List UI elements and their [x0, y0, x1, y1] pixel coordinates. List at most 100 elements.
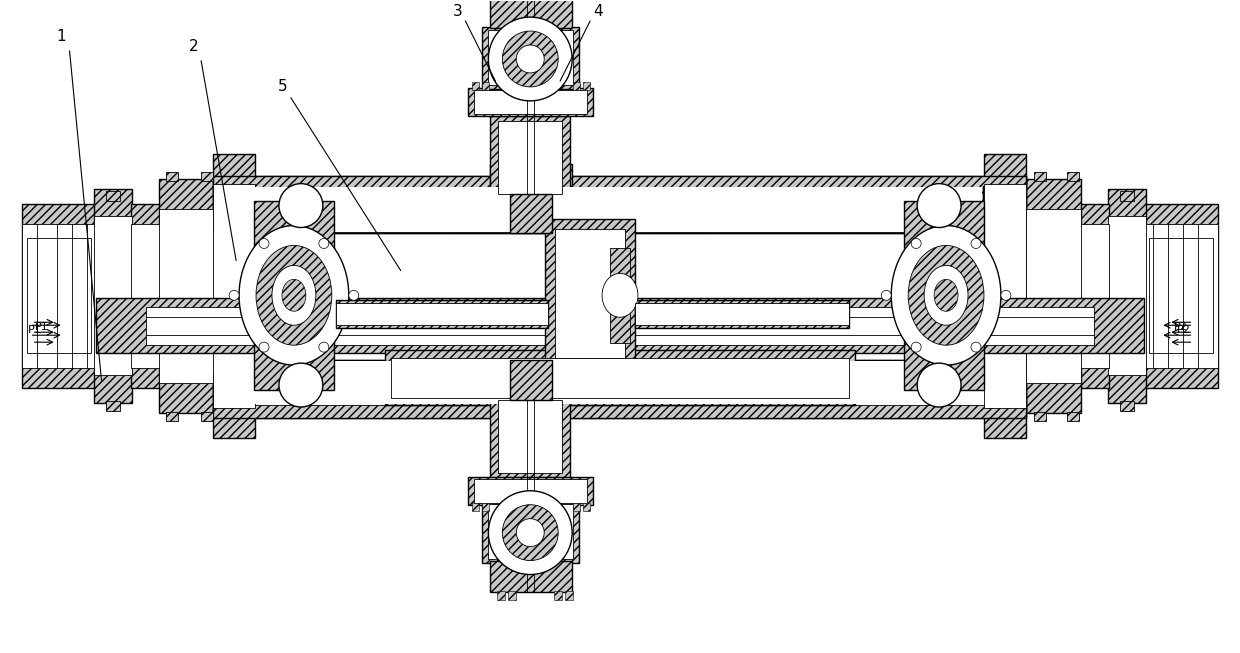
Bar — [472, 503, 480, 511]
Text: 4: 4 — [593, 4, 603, 19]
Text: P2: P2 — [1173, 322, 1188, 332]
Ellipse shape — [892, 225, 1001, 365]
Bar — [107, 401, 120, 411]
Bar — [1034, 172, 1045, 181]
Text: P1: P1 — [35, 322, 48, 332]
Bar — [475, 479, 587, 503]
Bar — [635, 300, 849, 328]
Bar — [166, 412, 179, 421]
Bar — [573, 503, 580, 511]
Polygon shape — [213, 176, 1025, 234]
Bar — [1079, 204, 1109, 388]
Ellipse shape — [502, 505, 558, 560]
Bar — [201, 172, 213, 181]
Bar — [1120, 401, 1133, 411]
Bar — [1066, 412, 1079, 421]
Bar — [498, 400, 562, 473]
Ellipse shape — [259, 238, 269, 249]
Ellipse shape — [259, 342, 269, 352]
Bar — [556, 229, 625, 358]
Bar — [254, 200, 334, 390]
Bar — [1025, 208, 1081, 383]
Ellipse shape — [229, 291, 239, 300]
Bar — [490, 560, 572, 592]
Bar — [1079, 223, 1109, 368]
Bar — [131, 223, 161, 368]
Bar — [482, 503, 490, 511]
Bar — [391, 358, 849, 398]
Bar — [21, 204, 97, 388]
Ellipse shape — [348, 291, 358, 300]
Bar — [610, 248, 630, 343]
Ellipse shape — [516, 45, 544, 73]
Ellipse shape — [908, 246, 985, 345]
Bar — [159, 179, 215, 413]
Bar — [1107, 215, 1146, 375]
Bar — [490, 116, 570, 196]
Bar — [146, 308, 1094, 345]
Bar — [904, 200, 985, 390]
Bar — [554, 592, 562, 601]
Ellipse shape — [281, 279, 306, 311]
Bar — [490, 398, 570, 478]
Ellipse shape — [603, 274, 637, 317]
Ellipse shape — [319, 238, 329, 249]
Bar — [565, 592, 573, 601]
Bar — [482, 27, 579, 89]
Ellipse shape — [971, 342, 981, 352]
Bar — [1143, 223, 1219, 368]
Bar — [482, 82, 490, 90]
Text: 3: 3 — [453, 4, 463, 19]
Bar — [1143, 204, 1219, 388]
Bar — [583, 82, 590, 90]
Bar — [497, 592, 506, 601]
Text: 5: 5 — [278, 79, 288, 94]
Bar — [489, 503, 573, 558]
Bar — [508, 592, 516, 601]
Bar — [215, 187, 982, 232]
Bar — [511, 193, 552, 234]
Bar — [1107, 189, 1146, 403]
Bar — [131, 204, 161, 388]
Bar — [213, 200, 1025, 232]
Bar — [1148, 238, 1213, 353]
Bar — [97, 298, 1143, 353]
Ellipse shape — [1001, 291, 1011, 300]
Bar — [511, 360, 552, 400]
Ellipse shape — [279, 183, 322, 227]
Ellipse shape — [489, 491, 572, 575]
Bar — [985, 183, 1025, 408]
Bar — [469, 88, 593, 116]
Bar — [490, 0, 572, 28]
Ellipse shape — [971, 238, 981, 249]
Ellipse shape — [918, 183, 961, 227]
Ellipse shape — [882, 291, 892, 300]
Ellipse shape — [934, 279, 959, 311]
Bar — [985, 153, 1025, 438]
Ellipse shape — [911, 342, 921, 352]
Bar — [336, 303, 548, 325]
Text: 2: 2 — [188, 39, 198, 54]
Ellipse shape — [911, 238, 921, 249]
Bar — [482, 501, 579, 562]
Bar — [573, 82, 580, 90]
Bar — [472, 82, 480, 90]
Ellipse shape — [502, 31, 558, 87]
Bar — [1025, 179, 1081, 413]
Bar — [107, 191, 120, 200]
Text: P2: P2 — [1177, 325, 1190, 335]
Bar — [498, 121, 562, 193]
Text: 1: 1 — [57, 29, 67, 44]
Ellipse shape — [319, 342, 329, 352]
Bar — [213, 373, 1025, 405]
Bar — [213, 360, 1025, 418]
Bar — [384, 350, 856, 405]
Bar — [159, 208, 215, 383]
Polygon shape — [213, 360, 1025, 418]
Bar — [166, 172, 179, 181]
Bar — [215, 361, 982, 404]
Ellipse shape — [255, 246, 332, 345]
Ellipse shape — [516, 518, 544, 547]
Bar — [94, 189, 133, 403]
Bar — [490, 164, 572, 196]
